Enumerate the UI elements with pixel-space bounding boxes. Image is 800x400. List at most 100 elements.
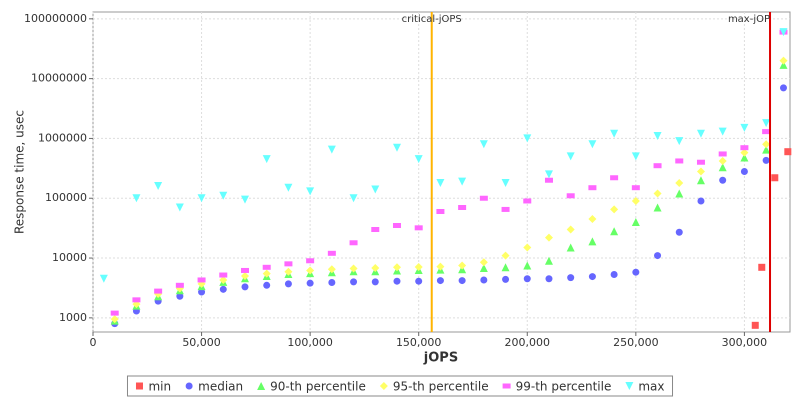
point — [327, 145, 336, 154]
point — [696, 159, 705, 165]
point — [219, 275, 228, 284]
point — [610, 205, 619, 214]
point — [393, 277, 401, 285]
point — [632, 268, 640, 276]
point — [458, 261, 467, 270]
point — [198, 288, 206, 296]
point — [718, 127, 727, 136]
point — [740, 167, 748, 175]
point — [458, 177, 467, 186]
point — [197, 194, 206, 203]
point — [610, 175, 619, 181]
point — [523, 275, 531, 283]
point — [544, 177, 553, 183]
point — [132, 194, 141, 203]
point — [284, 267, 293, 276]
point — [762, 145, 771, 154]
point — [371, 227, 380, 233]
point — [779, 28, 788, 37]
point — [392, 263, 401, 272]
legend-marker — [625, 382, 634, 390]
point — [154, 288, 163, 294]
point — [631, 218, 640, 227]
x-tick-label: 300,000 — [722, 336, 768, 349]
point — [284, 280, 292, 288]
point — [306, 258, 315, 264]
point — [696, 176, 705, 185]
point — [588, 185, 597, 191]
point — [99, 274, 108, 283]
point — [545, 275, 553, 283]
point — [479, 195, 488, 201]
point — [762, 129, 771, 135]
point — [588, 273, 596, 281]
point — [779, 60, 788, 69]
legend-label: 95-th percentile — [393, 380, 489, 394]
point — [414, 155, 423, 164]
point — [110, 315, 119, 324]
legend-label: min — [148, 380, 171, 394]
point — [588, 140, 597, 149]
point — [458, 277, 466, 285]
point — [240, 272, 249, 281]
point — [675, 178, 684, 187]
point — [176, 292, 184, 300]
point — [262, 269, 271, 278]
point — [523, 134, 532, 143]
point — [284, 183, 293, 192]
x-tick-label: 200,000 — [505, 336, 551, 349]
point — [263, 281, 271, 289]
legend-marker — [379, 382, 388, 390]
legend — [126, 375, 674, 397]
x-tick-label: 250,000 — [613, 336, 659, 349]
point — [631, 185, 640, 191]
point — [523, 243, 532, 252]
y-axis-label: Response time, usec — [13, 110, 27, 234]
point — [566, 152, 575, 161]
point — [588, 237, 597, 246]
point — [241, 283, 249, 291]
legend-label: max — [638, 380, 664, 394]
point — [771, 174, 779, 182]
point — [675, 158, 684, 164]
point — [779, 56, 788, 65]
x-axis-label: jOPS — [423, 351, 458, 366]
reference-label: max-jOP — [728, 14, 770, 25]
point — [479, 258, 488, 267]
point — [740, 145, 749, 151]
point — [306, 266, 315, 275]
point — [654, 252, 662, 260]
y-tick-label: 100000 — [45, 191, 87, 204]
point — [718, 156, 727, 165]
legend-label: 90-th percentile — [270, 380, 366, 394]
point — [653, 163, 662, 169]
point — [154, 182, 163, 191]
point — [718, 163, 727, 172]
x-tick-label: 150,000 — [396, 336, 442, 349]
point — [501, 178, 510, 187]
legend-marker — [502, 383, 511, 389]
x-tick-label: 50,000 — [182, 336, 221, 349]
point — [240, 267, 249, 273]
y-tick-label: 10000000 — [31, 72, 87, 85]
point — [610, 271, 618, 279]
point — [219, 272, 228, 278]
y-tick-label: 100000000 — [24, 12, 87, 25]
point — [327, 265, 336, 274]
point — [567, 274, 575, 282]
point — [479, 140, 488, 149]
point — [175, 282, 184, 288]
y-tick-label: 1000000 — [38, 131, 87, 144]
x-tick-label: 0 — [90, 336, 97, 349]
point — [306, 187, 315, 196]
point — [544, 170, 553, 179]
point — [414, 262, 423, 271]
point — [784, 148, 792, 156]
point — [675, 228, 683, 236]
point — [719, 176, 727, 184]
point — [566, 225, 575, 234]
point — [653, 203, 662, 212]
point — [566, 193, 575, 199]
legend-label: median — [198, 380, 243, 394]
